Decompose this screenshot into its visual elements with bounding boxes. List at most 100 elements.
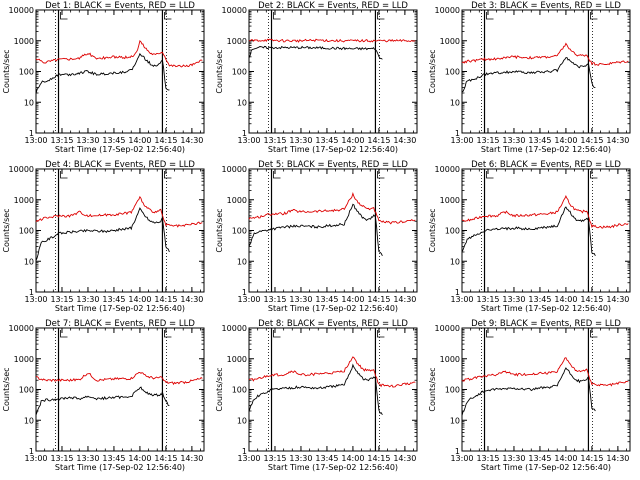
x-tick-label: 14:15	[154, 295, 177, 304]
plot-frame	[248, 168, 418, 293]
x-tick-label: 13:45	[102, 136, 125, 145]
x-tick-label: 13:30	[76, 295, 99, 304]
x-tick-label: 14:00	[128, 136, 151, 145]
plot-frame	[461, 327, 631, 452]
x-tick-label: 14:15	[367, 454, 390, 463]
y-tick-label: 100	[445, 227, 460, 236]
y-tick-label: 10000	[9, 165, 34, 174]
y-tick-label: 100	[232, 227, 247, 236]
chart-panel-det-4: 1 10 100 1000 10000 13:00 13:15 13:30 13:45 14:00…	[2, 160, 205, 313]
series-line-events	[248, 363, 383, 416]
x-axis-title: Start Time (17-Sep-02 12:56:40)	[481, 145, 611, 154]
y-tick-label: 1	[242, 288, 247, 297]
y-tick-label: 10	[237, 98, 247, 107]
y-tick-label: 10000	[435, 165, 460, 174]
x-tick-label: 13:30	[502, 136, 525, 145]
series-line-events	[248, 203, 383, 257]
time-marker-flag	[273, 330, 281, 338]
x-tick-label: 14:30	[606, 454, 629, 463]
x-tick-label: 13:00	[237, 295, 260, 304]
x-tick-label: 14:30	[180, 454, 203, 463]
series-line-lld	[248, 38, 416, 43]
y-tick-label: 1000	[440, 355, 460, 364]
x-axis-title: Start Time (17-Sep-02 12:56:40)	[268, 304, 398, 313]
y-tick-label: 1	[455, 129, 460, 138]
plot-frame	[248, 9, 418, 134]
y-tick-label: 1000	[227, 355, 247, 364]
x-axis-title: Start Time (17-Sep-02 12:56:40)	[55, 304, 185, 313]
x-tick-label: 13:45	[315, 136, 338, 145]
x-tick-label: 13:00	[237, 454, 260, 463]
y-axis-title: Counts/sec	[2, 208, 11, 252]
x-tick-label: 13:15	[50, 454, 73, 463]
y-tick-label: 1	[455, 447, 460, 456]
x-tick-label: 14:15	[580, 454, 603, 463]
x-tick-label: 13:15	[476, 136, 499, 145]
y-tick-label: 10	[237, 257, 247, 266]
time-marker-flag	[590, 330, 598, 338]
x-tick-label: 13:15	[50, 136, 73, 145]
time-marker-flag	[486, 330, 494, 338]
y-axis-title: Counts/sec	[428, 367, 437, 411]
chart-panel-det-7: 1 10 100 1000 10000 13:00 13:15 13:30 13:45 14:00…	[2, 319, 205, 472]
y-tick-label: 10000	[222, 165, 247, 174]
chart-panel-det-3: 1 10 100 1000 10000 13:00 13:15 13:30 13:45 14:00…	[428, 1, 631, 154]
chart-panel-det-5: 1 10 100 1000 10000 13:00 13:15 13:30 13:45 14:00…	[215, 160, 418, 313]
x-tick-label: 13:30	[502, 295, 525, 304]
y-axis-title: Counts/sec	[215, 367, 224, 411]
series-line-events	[248, 45, 383, 60]
x-tick-label: 13:15	[476, 454, 499, 463]
chart-title: Det 9: BLACK = Events, RED = LLD	[471, 319, 621, 329]
x-tick-label: 13:30	[76, 136, 99, 145]
x-tick-label: 14:30	[393, 454, 416, 463]
chart-title: Det 8: BLACK = Events, RED = LLD	[258, 319, 408, 329]
x-tick-label: 13:45	[102, 295, 125, 304]
x-tick-label: 14:00	[128, 295, 151, 304]
x-tick-label: 13:45	[102, 454, 125, 463]
chart-title: Det 1: BLACK = Events, RED = LLD	[45, 1, 195, 11]
x-tick-label: 13:30	[76, 454, 99, 463]
x-tick-label: 13:00	[24, 295, 47, 304]
x-tick-label: 13:00	[450, 136, 473, 145]
y-tick-label: 100	[19, 227, 34, 236]
x-tick-label: 13:30	[289, 295, 312, 304]
time-marker-flag	[60, 330, 68, 338]
x-axis-title: Start Time (17-Sep-02 12:56:40)	[481, 463, 611, 472]
series-line-lld	[461, 42, 629, 66]
x-tick-label: 13:00	[24, 454, 47, 463]
y-tick-label: 100	[19, 68, 34, 77]
x-tick-label: 14:15	[367, 295, 390, 304]
y-tick-label: 10	[24, 257, 34, 266]
y-tick-label: 1	[29, 447, 34, 456]
y-tick-label: 100	[232, 386, 247, 395]
x-tick-label: 13:45	[315, 454, 338, 463]
plot-frame	[35, 327, 205, 452]
x-tick-label: 14:15	[154, 136, 177, 145]
time-marker-flag	[60, 171, 68, 179]
y-tick-label: 10000	[435, 6, 460, 15]
time-marker-flag	[164, 330, 172, 338]
plot-frame	[35, 168, 205, 293]
y-tick-label: 100	[232, 68, 247, 77]
y-axis-title: Counts/sec	[215, 208, 224, 252]
x-tick-label: 13:45	[528, 136, 551, 145]
series-line-lld	[461, 195, 629, 229]
series-line-events	[461, 57, 596, 93]
y-tick-label: 10	[237, 416, 247, 425]
series-line-events	[461, 367, 596, 416]
x-tick-label: 14:00	[341, 136, 364, 145]
y-tick-label: 1000	[227, 37, 247, 46]
x-tick-label: 14:00	[341, 454, 364, 463]
series-line-lld	[248, 356, 416, 388]
y-tick-label: 10	[450, 257, 460, 266]
chart-panel-det-8: 1 10 100 1000 10000 13:00 13:15 13:30 13:45 14:00…	[215, 319, 418, 472]
x-tick-label: 14:15	[367, 136, 390, 145]
x-tick-label: 13:15	[263, 136, 286, 145]
chart-title: Det 3: BLACK = Events, RED = LLD	[471, 1, 621, 11]
y-tick-label: 100	[445, 386, 460, 395]
y-tick-label: 1000	[440, 196, 460, 205]
time-marker-flag	[60, 12, 68, 20]
series-line-lld	[248, 192, 416, 225]
series-line-events	[35, 386, 170, 416]
y-tick-label: 1	[29, 129, 34, 138]
